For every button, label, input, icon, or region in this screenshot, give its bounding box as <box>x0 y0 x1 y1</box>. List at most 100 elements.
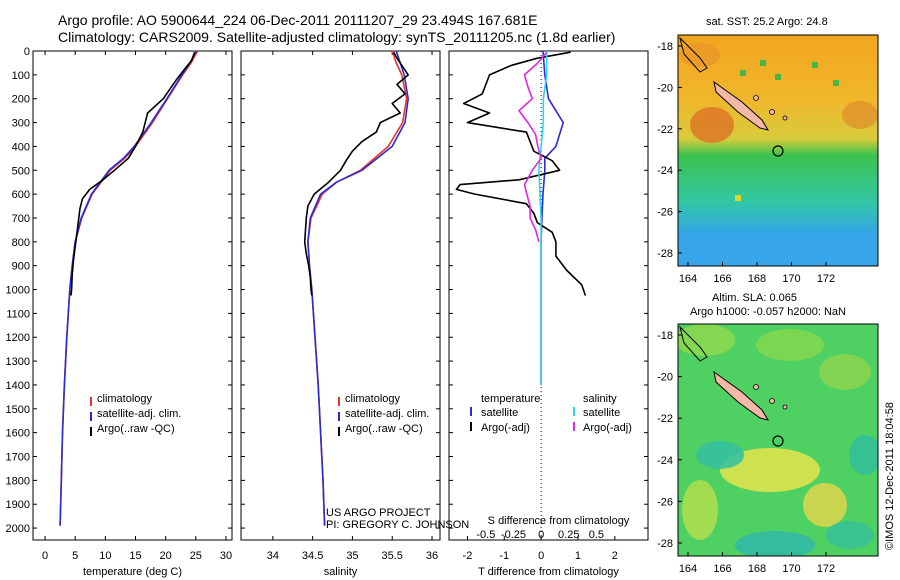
sla-anomaly-high <box>803 483 847 527</box>
series-line-s-argo <box>518 51 548 243</box>
argo-location-marker <box>772 435 784 447</box>
legend-label-t-satellite: satellite <box>481 407 518 419</box>
panel-differences: -2 -1 0 1 2 T difference from climatology S di… <box>448 50 649 578</box>
y-tick-label: 800 <box>12 237 30 249</box>
y-tick-label: 1400 <box>6 380 30 392</box>
sla-anomaly-low <box>735 531 815 556</box>
lat-tick-label: -20 <box>657 82 673 94</box>
sst-warm-patch <box>842 101 878 129</box>
y-tick-label: 1800 <box>6 475 30 487</box>
cloud-gap <box>775 74 781 80</box>
series-line-s-satellite <box>538 51 548 385</box>
sla-map <box>678 324 878 556</box>
x-tick-label: 35.5 <box>382 550 403 562</box>
islet <box>782 115 788 121</box>
x-tick-label: 36 <box>426 550 438 562</box>
salinity-legend: climatology satellite-adj. clim. Argo(..… <box>338 393 429 436</box>
sst-warm-patch <box>690 107 734 143</box>
top-tick-label: 0.5 <box>589 529 604 541</box>
lat-tick-label: -20 <box>657 372 673 384</box>
legend-label-s-satellite: satellite <box>583 407 620 419</box>
lat-tick-label: -18 <box>657 330 673 342</box>
y-tick-label: 200 <box>12 94 30 106</box>
lat-tick-label: -28 <box>657 538 673 550</box>
sla-anomaly-high <box>756 329 824 361</box>
plot-title-line2: Climatology: CARS2009. Satellite-adjuste… <box>58 29 616 45</box>
legend-label-climatology: climatology <box>345 393 401 405</box>
x-tick-label: 34.5 <box>302 550 323 562</box>
lat-tick-label: -28 <box>657 248 673 260</box>
x-tick-label: -1 <box>499 550 509 562</box>
plot-frame <box>32 50 233 541</box>
difference-legend: temperature salinity satellite Argo(-adj… <box>470 393 632 434</box>
top-tick-label: 0 <box>538 529 544 541</box>
series-line-t-argo <box>455 51 587 296</box>
lon-tick-label: 164 <box>679 273 697 285</box>
x-tick-label: 1 <box>575 550 581 562</box>
lon-tick-label: 164 <box>679 563 697 575</box>
sla-map-title1: Altim. SLA: 0.065 <box>712 292 797 304</box>
lat-tick-label: -26 <box>657 207 673 219</box>
y-tick-label: 100 <box>12 70 30 82</box>
series-line-satellite-adj-clim- <box>59 50 198 526</box>
panel-salinity: 34 34.5 35 35.5 36 salinity <box>240 50 441 578</box>
series-line-satellite-adj-clim- <box>307 50 410 526</box>
sla-anomaly-low <box>696 441 744 469</box>
y-tick-label: 1200 <box>6 332 30 344</box>
islet <box>769 398 775 404</box>
legend-label-t-argo: Argo(-adj) <box>481 422 530 434</box>
x-tick-label: 25 <box>190 550 202 562</box>
legend-header-salinity: salinity <box>583 393 617 405</box>
islet <box>753 384 759 390</box>
credit-project: US ARGO PROJECT <box>326 507 431 519</box>
footer-timestamp: ©IMOS 12-Dec-2011 18:04:58 <box>884 402 896 550</box>
coastline <box>679 36 708 73</box>
lat-tick-label: -24 <box>657 165 673 177</box>
x-tick-label: 10 <box>99 550 111 562</box>
lon-tick-label: 168 <box>748 273 766 285</box>
lon-tick-label: 170 <box>782 563 800 575</box>
x-tick-label: 0 <box>42 550 48 562</box>
sst-warm-patch <box>680 43 720 67</box>
x-tick-label: 2 <box>612 550 618 562</box>
legend-label-climatology: climatology <box>97 393 153 405</box>
new-caledonia-island <box>713 80 770 131</box>
top-tick-label: -0.5 <box>476 529 495 541</box>
legend-label-satellite: satellite-adj. clim. <box>345 408 429 420</box>
lon-tick-label: 170 <box>782 273 800 285</box>
new-caledonia-island <box>713 370 770 421</box>
sst-map <box>678 35 878 266</box>
y-tick-label: 300 <box>12 118 30 130</box>
y-tick-label: 1600 <box>6 428 30 440</box>
plot-frame <box>240 50 441 541</box>
legend-header-temperature: temperature <box>481 393 540 405</box>
credit-pi: PI: GREGORY C. JOHNSON <box>326 519 469 531</box>
y-tick-label: 500 <box>12 165 30 177</box>
lon-tick-label: 172 <box>817 273 835 285</box>
legend-label-argo: Argo(..raw -QC) <box>97 423 175 435</box>
y-tick-label: 600 <box>12 189 30 201</box>
top-axis-label: S difference from climatology <box>488 515 630 527</box>
top-tick-label: -0.25 <box>501 529 526 541</box>
sla-anomaly-high <box>678 324 735 356</box>
x-tick-label: 30 <box>220 550 232 562</box>
panel-temperature: 0100200300400500600700800900100011001200… <box>6 46 233 578</box>
y-tick-label: 1700 <box>6 452 30 464</box>
argo-location-marker <box>772 145 784 157</box>
x-tick-label: 5 <box>72 550 78 562</box>
y-tick-label: 1000 <box>6 285 30 297</box>
sla-map-title2: Argo h1000: -0.057 h2000: NaN <box>690 306 846 318</box>
y-tick-label: 400 <box>12 141 30 153</box>
x-axis-label: salinity <box>324 566 358 578</box>
temperature-legend: climatology satellite-adj. clim. Argo(..… <box>90 393 181 436</box>
plot-title-line1: Argo profile: AO 5900644_224 06-Dec-2011… <box>58 12 538 28</box>
sst-map-frame <box>677 34 879 267</box>
lat-tick-label: -24 <box>657 455 673 467</box>
series-line-argo <box>303 51 410 296</box>
cloud-gap <box>735 195 741 201</box>
cloud-gap <box>833 80 839 86</box>
y-tick-label: 2000 <box>6 523 30 535</box>
cloud-gap <box>760 60 766 66</box>
x-axis-label: T difference from climatology <box>478 566 619 578</box>
